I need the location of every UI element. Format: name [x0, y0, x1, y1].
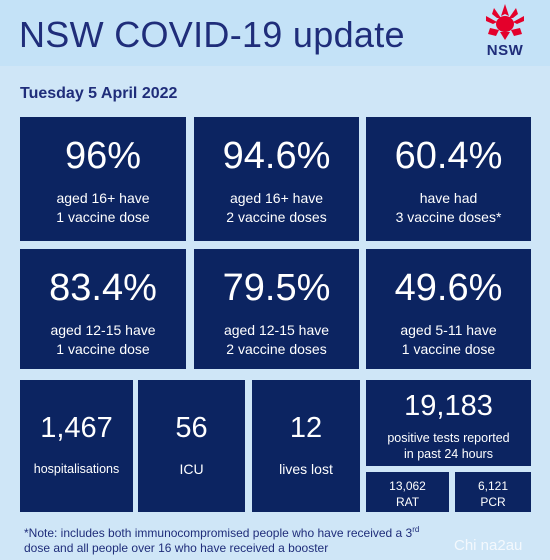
tile-label-line1: aged 16+ have	[229, 190, 324, 206]
lives-lost-label: lives lost	[279, 461, 333, 477]
vaccine-tile-12-15-dose1: 83.4% aged 12-15 have 1 vaccine dose	[20, 249, 186, 369]
lives-lost-value: 12	[289, 412, 323, 444]
rat-tile: 13,062 RAT	[366, 472, 449, 512]
icu-value: 56	[175, 412, 208, 444]
pcr-value: 6,121	[477, 479, 509, 493]
footnote: *Note: includes both immunocompromised p…	[24, 522, 534, 556]
hospitalisations-tile: 1,467 hospitalisations	[20, 380, 133, 512]
positive-tests-label-line2: in past 24 hours	[404, 447, 493, 461]
rat-value: 13,062	[389, 479, 426, 493]
pcr-label: PCR	[480, 495, 506, 509]
tile-value: 94.6%	[222, 135, 331, 177]
header-banner: NSW COVID-19 update NSW	[0, 0, 550, 66]
footnote-text-part1: *Note: includes both immunocompromised p…	[24, 526, 413, 540]
hospitalisations-label: hospitalisations	[33, 462, 120, 476]
tile-label-line2: 1 vaccine dose	[56, 209, 150, 225]
hospitalisations-value: 1,467	[40, 412, 113, 444]
positive-tests-label-line1: positive tests reported	[387, 431, 510, 445]
pcr-tile: 6,121 PCR	[455, 472, 531, 512]
vaccine-tile-12-15-dose2: 79.5% aged 12-15 have 2 vaccine doses	[194, 249, 359, 369]
tile-label-line1: aged 5-11 have	[400, 322, 497, 338]
footnote-superscript: rd	[412, 525, 420, 534]
waratah-flower-icon	[486, 4, 524, 40]
nsw-logo: NSW	[472, 2, 538, 64]
vaccine-tile-16-plus-dose2: 94.6% aged 16+ have 2 vaccine doses	[194, 117, 359, 241]
watermark: Chi na2au	[454, 537, 523, 554]
icu-tile: 56 ICU	[138, 380, 245, 512]
tile-label-line2: 2 vaccine doses	[226, 341, 327, 357]
tile-label-line1: aged 12-15 have	[50, 322, 156, 338]
page-title: NSW COVID-19 update	[19, 14, 405, 55]
tile-value: 96%	[64, 135, 142, 177]
nsw-logo-text: NSW	[486, 42, 524, 59]
vaccine-tile-5-11-dose1: 49.6% aged 5-11 have 1 vaccine dose	[366, 249, 531, 369]
tile-value: 49.6%	[394, 267, 503, 309]
tile-value: 79.5%	[222, 267, 331, 309]
tile-label-line1: aged 12-15 have	[223, 322, 330, 338]
tile-value: 83.4%	[49, 267, 157, 309]
tile-label-line1: have had	[419, 190, 478, 206]
lives-lost-tile: 12 lives lost	[252, 380, 360, 512]
tile-label-line2: 2 vaccine doses	[226, 209, 327, 225]
footnote-text-part2: dose and all people over 16 who have rec…	[24, 541, 329, 555]
tile-label-line1: aged 16+ have	[56, 190, 150, 206]
positive-tests-tile: 19,183 positive tests reported in past 2…	[366, 380, 531, 466]
tile-value: 60.4%	[394, 135, 503, 177]
report-date: Tuesday 5 April 2022	[20, 85, 178, 102]
tile-label-line2: 3 vaccine doses*	[395, 209, 502, 225]
positive-tests-value: 19,183	[404, 390, 493, 422]
vaccine-tile-16-plus-dose1: 96% aged 16+ have 1 vaccine dose	[20, 117, 186, 241]
icu-label: ICU	[179, 461, 204, 477]
rat-label: RAT	[395, 495, 420, 509]
tile-label-line2: 1 vaccine dose	[401, 341, 496, 357]
vaccine-tile-dose3: 60.4% have had 3 vaccine doses*	[366, 117, 531, 241]
tile-label-line2: 1 vaccine dose	[56, 341, 150, 357]
